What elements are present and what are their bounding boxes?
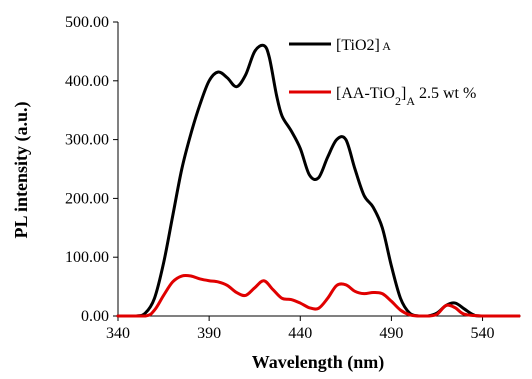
legend-label-2: [AA-TiO2]A 2.5 wt % — [336, 85, 476, 108]
legend-label-1: [TiO2] A — [336, 37, 391, 54]
x-tick-label: 490 — [379, 325, 403, 342]
legend-label-part: A — [380, 39, 391, 53]
y-tick-label: 200.00 — [65, 190, 109, 207]
legend: [TiO2] A[AA-TiO2]A 2.5 wt % — [289, 37, 476, 108]
plot-area — [116, 43, 521, 318]
legend-label-part: [TiO — [336, 37, 367, 54]
y-tick-label: 0.00 — [81, 308, 109, 325]
x-tick-label: 340 — [106, 325, 130, 342]
legend-label-part: ] — [375, 37, 380, 54]
legend-label-part: 2 — [367, 37, 375, 54]
y-tick-label: 100.00 — [65, 249, 109, 266]
y-tick-label: 500.00 — [65, 14, 109, 31]
y-tick-label: 400.00 — [65, 73, 109, 90]
x-tick-label: 540 — [471, 325, 495, 342]
legend-label-part: 2.5 wt % — [415, 85, 476, 102]
axes: 0.00 100.00 200.00 300.00 400.00 500.00 340 390… — [65, 14, 519, 342]
y-axis-title: PL intensity (a.u.) — [11, 101, 32, 238]
series-line-2 — [116, 273, 521, 318]
legend-label-part: A — [406, 94, 415, 108]
legend-label-part: ] — [401, 85, 406, 102]
x-tick-label: 440 — [288, 325, 312, 342]
legend-label-part: 2 — [395, 94, 401, 108]
x-axis-title: Wavelength (nm) — [252, 352, 385, 373]
x-tick-label: 390 — [197, 325, 221, 342]
legend-label-part: [AA-TiO — [336, 85, 395, 102]
y-tick-label: 300.00 — [65, 132, 109, 149]
